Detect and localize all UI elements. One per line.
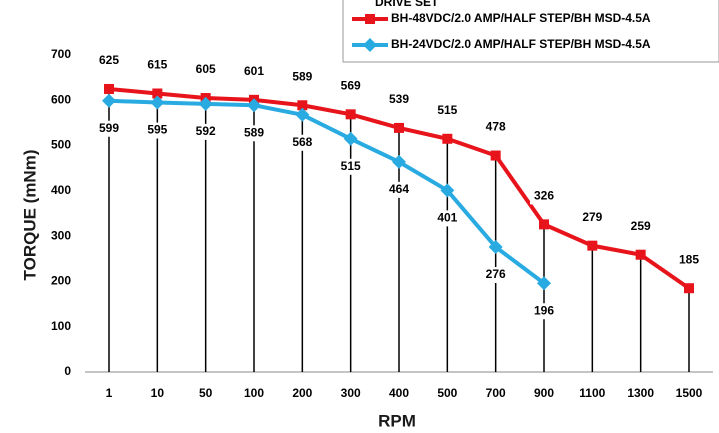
- x-tick-label: 900: [534, 386, 554, 400]
- x-tick-label: 50: [199, 386, 213, 400]
- marker: [295, 107, 310, 122]
- y-tick-label: 700: [51, 47, 71, 61]
- marker: [587, 240, 598, 251]
- x-tick-label: 400: [389, 386, 409, 400]
- marker: [297, 100, 308, 111]
- label-bg: [433, 210, 462, 227]
- label-bg: [191, 123, 220, 140]
- marker: [488, 240, 503, 255]
- legend-marker: [363, 38, 377, 52]
- marker: [104, 83, 114, 94]
- data-label: 625: [99, 53, 119, 67]
- y-tick-label: 100: [51, 319, 71, 333]
- y-tick-label: 0: [64, 364, 71, 378]
- marker: [345, 109, 356, 120]
- x-tick-label: 1300: [627, 386, 654, 400]
- marker: [684, 283, 694, 294]
- data-label: 589: [292, 69, 312, 83]
- data-label: 569: [341, 78, 361, 92]
- label-bg: [143, 122, 172, 139]
- label-bg: [288, 134, 317, 151]
- label-bg: [481, 119, 510, 136]
- label-bg: [143, 57, 172, 74]
- y-tick-label: 200: [51, 274, 71, 288]
- x-axis-title: RPM: [378, 411, 416, 430]
- label-bg: [433, 102, 462, 119]
- data-label: 326: [534, 189, 554, 203]
- x-tick-label: 500: [437, 386, 457, 400]
- data-label: 605: [196, 62, 216, 76]
- marker: [198, 96, 213, 111]
- data-label: 515: [341, 159, 361, 173]
- label-bg: [675, 252, 703, 269]
- legend-title: DRIVE SET: [375, 0, 439, 9]
- data-label: 276: [486, 267, 506, 281]
- y-axis-title: TORQUE (mNm): [20, 150, 39, 281]
- data-label: 259: [631, 219, 651, 233]
- x-tick-label: 1: [106, 386, 113, 400]
- x-tick-label: 300: [341, 386, 361, 400]
- data-label: 539: [389, 92, 409, 106]
- x-tick-label: 1500: [676, 386, 703, 400]
- marker: [102, 93, 116, 108]
- marker: [537, 276, 551, 291]
- y-tick-label: 600: [51, 92, 71, 106]
- legend-box: [342, 0, 719, 63]
- data-label: 515: [437, 103, 457, 117]
- x-tick-label: 700: [486, 386, 506, 400]
- label-bg: [385, 91, 413, 108]
- label-bg: [385, 181, 413, 198]
- data-label: 601: [244, 64, 264, 78]
- marker: [539, 219, 549, 230]
- y-tick-label: 400: [51, 183, 71, 197]
- data-label: 615: [147, 58, 167, 72]
- label-bg: [578, 209, 607, 226]
- marker: [394, 122, 404, 133]
- marker: [635, 249, 646, 260]
- marker: [152, 88, 163, 99]
- marker: [343, 131, 358, 146]
- marker: [442, 133, 453, 144]
- label-bg: [530, 188, 558, 205]
- legend-marker: [365, 14, 375, 24]
- data-label: 196: [534, 303, 554, 317]
- x-tick-label: 100: [244, 386, 264, 400]
- x-tick-label: 1100: [579, 386, 605, 400]
- label-bg: [240, 125, 268, 142]
- data-label: 401: [437, 211, 457, 225]
- data-label: 599: [99, 121, 119, 135]
- marker: [150, 95, 165, 110]
- legend-label: BH-24VDC/2.0 AMP/HALF STEP/BH MSD-4.5A: [391, 37, 651, 51]
- label-bg: [481, 267, 510, 284]
- label-bg: [240, 63, 268, 80]
- data-label: 568: [292, 135, 312, 149]
- y-tick-label: 500: [51, 138, 71, 152]
- label-bg: [191, 62, 220, 79]
- x-tick-label: 200: [292, 386, 312, 400]
- marker: [247, 98, 261, 113]
- data-label: 185: [679, 252, 699, 266]
- label-bg: [530, 303, 558, 320]
- label-bg: [95, 52, 123, 69]
- label-bg: [336, 158, 365, 175]
- label-bg: [288, 69, 317, 86]
- marker: [392, 154, 406, 169]
- data-label: 595: [147, 123, 167, 137]
- legend-label: BH-48VDC/2.0 AMP/HALF STEP/BH MSD-4.5A: [391, 11, 651, 25]
- data-label: 478: [486, 120, 506, 134]
- label-bg: [626, 218, 655, 235]
- data-label: 592: [196, 124, 216, 138]
- marker: [440, 183, 455, 198]
- data-label: 464: [389, 182, 409, 196]
- x-tick-label: 10: [151, 386, 165, 400]
- y-tick-label: 300: [51, 228, 71, 242]
- marker: [490, 150, 501, 161]
- series-line: [108, 98, 546, 285]
- data-label: 589: [244, 125, 264, 139]
- label-bg: [95, 120, 123, 137]
- label-bg: [336, 78, 365, 95]
- data-label: 279: [582, 210, 602, 224]
